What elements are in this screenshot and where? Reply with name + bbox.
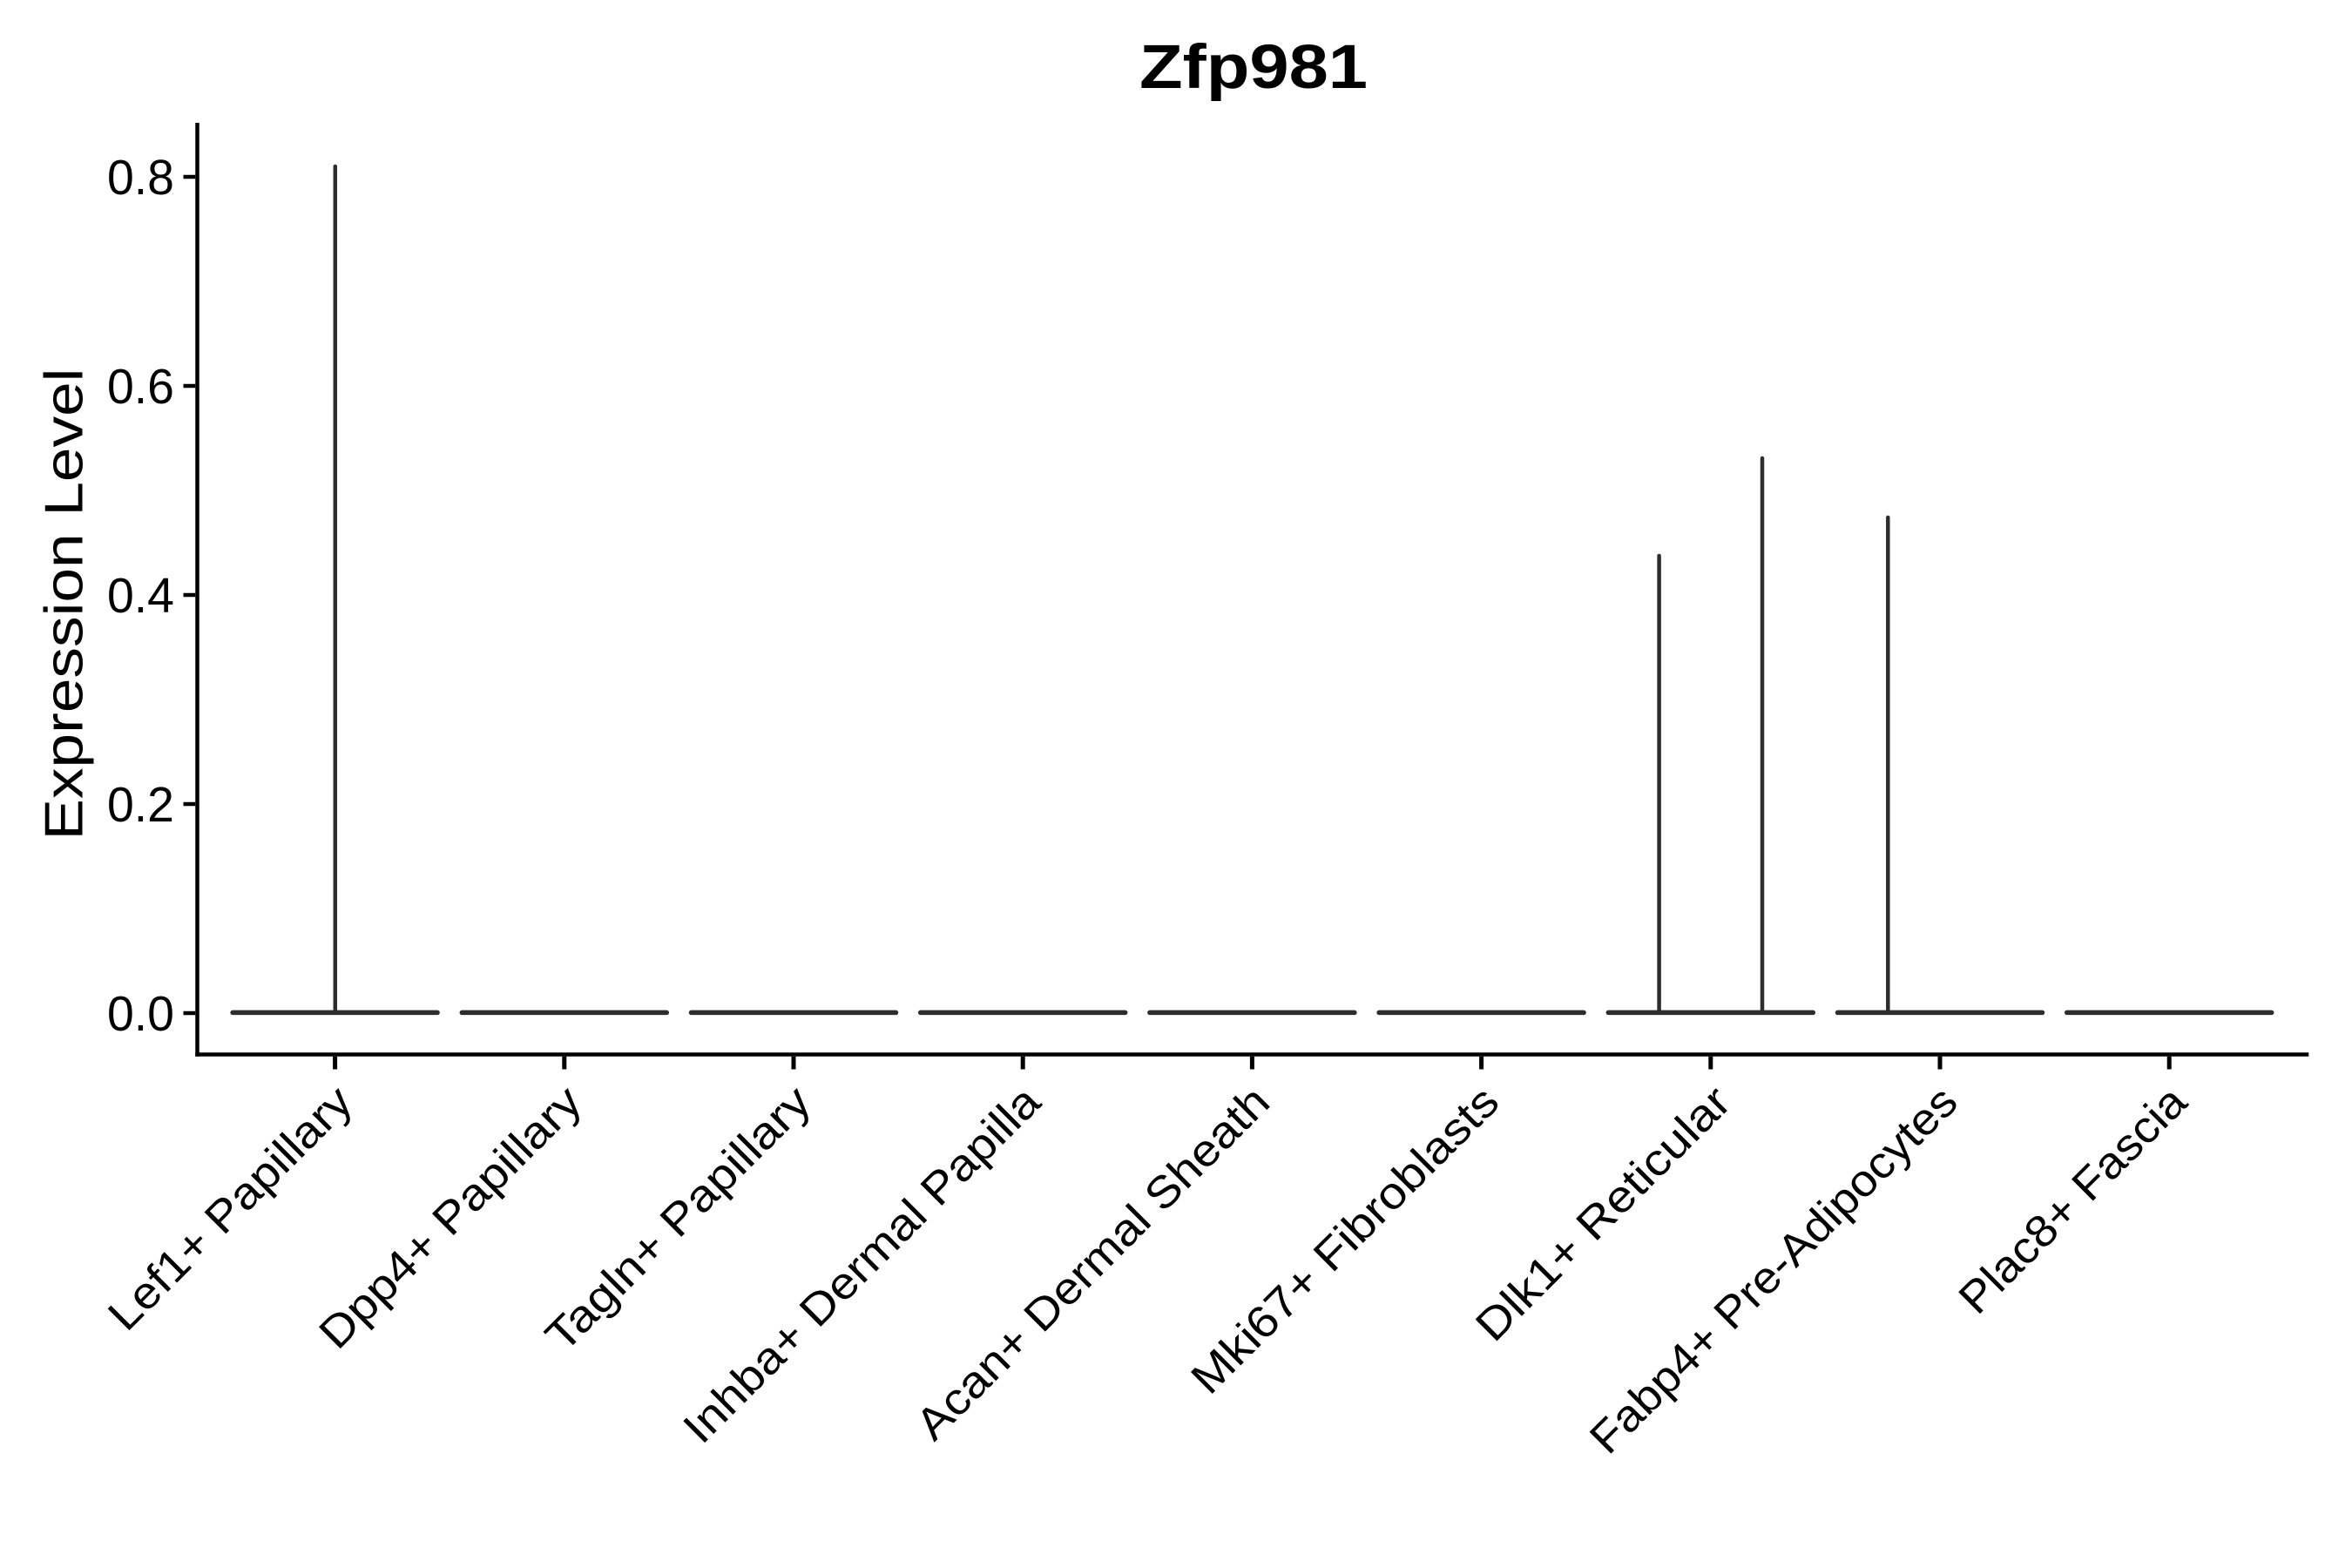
- svg-text:Zfp981: Zfp981: [1139, 33, 1368, 102]
- svg-text:0.0: 0.0: [107, 986, 174, 1042]
- svg-text:Expression Level: Expression Level: [34, 368, 95, 841]
- svg-text:0.8: 0.8: [107, 150, 174, 206]
- svg-text:0.2: 0.2: [107, 777, 174, 833]
- svg-text:0.6: 0.6: [107, 359, 174, 415]
- svg-text:0.4: 0.4: [107, 568, 174, 624]
